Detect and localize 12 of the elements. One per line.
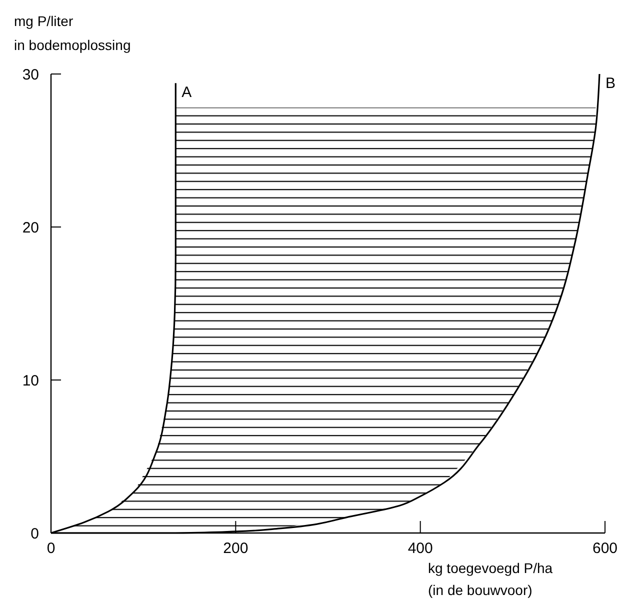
y-tick-label: 30 — [22, 66, 39, 84]
x-tick-label: 0 — [46, 540, 56, 557]
x-tick-label: 200 — [223, 540, 248, 557]
series-label: B — [605, 75, 616, 92]
y-tick-label: 20 — [22, 219, 39, 236]
y-axis-title: mg P/liter in bodemoplossing — [14, 13, 131, 53]
series-label: A — [182, 84, 192, 102]
y-tick-label: 0 — [30, 525, 39, 542]
y-tick-label: 10 — [22, 372, 39, 390]
x-tick-label: 600 — [592, 540, 618, 557]
x-axis-title: kg toegevoegd P/ha (in de bouwvoor) — [428, 560, 553, 598]
x-tick-label: 400 — [408, 540, 433, 557]
